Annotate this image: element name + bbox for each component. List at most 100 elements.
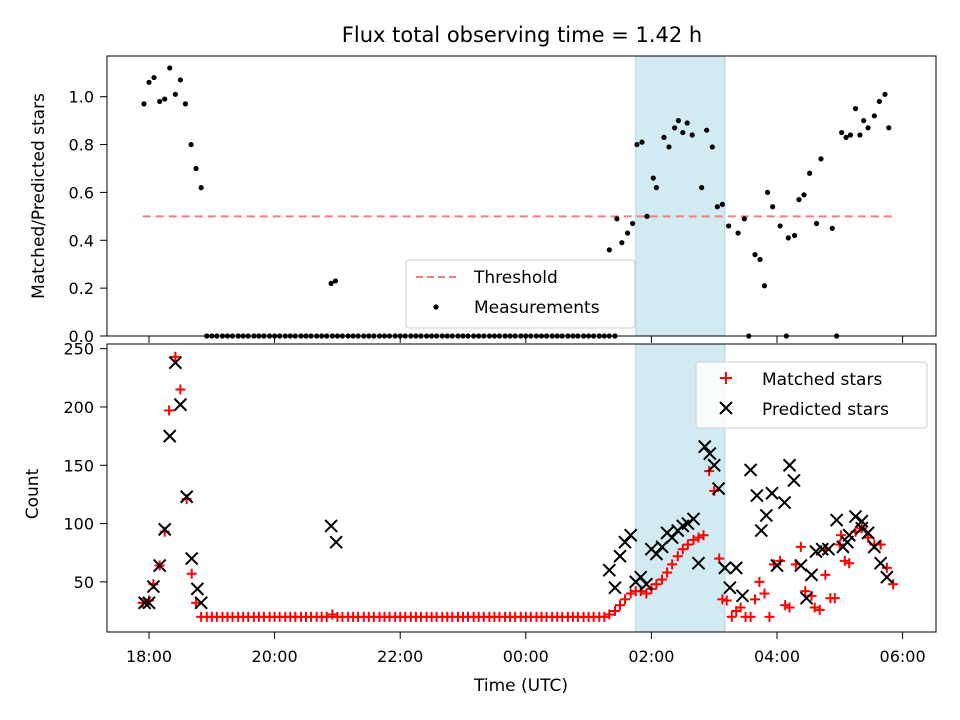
bottom-ytick-label: 250 [63,340,94,359]
matched-star-point [750,594,761,605]
predicted-star-point [703,446,717,461]
top-ytick-label: 0.4 [69,231,94,250]
measurement-point [157,98,163,105]
predicted-star-point [190,582,205,596]
measurement-point [764,189,771,196]
measurement-point [619,240,625,246]
top-panel: 0.0 0.2 0.4 0.6 0.8 1.0 Matched/Predicted sta… [29,55,937,346]
measurement-point [761,283,768,289]
measurement-point [876,98,882,105]
predicted-star-point [804,568,819,582]
matched-star-point [759,588,770,599]
predicted-star-point [782,458,797,472]
matched-star-point [599,611,610,622]
measurement-point [675,118,682,124]
predicted-star-point [743,463,758,477]
measurement-point [757,256,763,263]
predicted-star-point [142,596,156,610]
measurement-point [141,101,147,107]
predicted-star-point [179,490,194,504]
top-ytick-label: 1.0 [69,88,94,107]
matched-star-point [191,597,202,608]
matched-star-point [137,597,148,608]
measurement-point [813,220,820,227]
matched-star-point [186,568,197,579]
predicted-star-point [698,439,712,454]
matched-star-point [795,541,806,552]
measurement-point [807,170,813,176]
top-legend: Threshold Measurements [405,259,636,329]
predicted-star-point [799,591,814,605]
predicted-star-point [770,558,784,573]
predicted-star-point [329,535,343,549]
measurement-point [666,144,672,150]
predicted-star-point [608,580,622,595]
predicted-star-point [867,540,882,554]
top-observing-span [635,55,726,337]
matched-star-point [609,606,620,617]
measurement-point [177,77,183,83]
predicted-star-point [173,397,188,412]
matched-star-point [820,569,831,580]
matched-star-point [754,576,765,587]
measurement-point [680,129,686,136]
x-tick-label: 04:00 [754,647,800,666]
matched-star-point [800,586,811,597]
predicted-star-point [613,549,627,563]
predicted-star-point [686,512,701,526]
x-tick-label: 22:00 [377,647,423,666]
measurement-point [777,223,783,229]
measurement-point [704,127,710,133]
matched-star-point [745,611,756,622]
x-tick-label: 06:00 [880,647,926,666]
x-tick-label: 20:00 [252,647,298,666]
predicted-star-point [707,458,721,472]
x-axis-label: Time (UTC) [473,676,568,696]
measurement-point [857,132,863,138]
matched-star-point [651,579,662,590]
matched-star-point [688,534,699,545]
chart-title: Flux total observing time = 1.42 h [342,23,702,47]
matched-star-point [164,405,175,416]
measurement-point [151,74,157,81]
measurement-point [886,125,892,131]
predicted-star-point [777,495,792,510]
predicted-legend-label: Predicted stars [762,400,889,420]
measurement-point [650,175,656,181]
predicted-star-point [137,596,152,610]
predicted-star-point [759,508,774,523]
predicted-star-point [821,542,836,556]
predicted-star-point [861,526,875,540]
measurement-point [741,216,747,222]
measurement-point [684,120,690,126]
matched-star-point [604,609,615,620]
measurement-point [852,106,859,112]
measurement-point [871,113,877,119]
measurement-point [801,192,807,198]
measurement-point [818,156,824,162]
measurement-point [172,91,178,97]
predicted-star-point [829,513,844,527]
matched-star-point [620,594,631,605]
measurement-point [843,134,849,140]
measurement-point [714,204,720,210]
measurements-legend-swatch [433,304,439,310]
measurement-point [634,141,640,148]
matched-star-point [726,611,737,622]
matched-star-point [170,351,181,362]
measurement-point [689,132,695,138]
top-ytick-label: 0.6 [69,183,94,202]
x-tick-label: 18:00 [126,647,172,666]
predicted-star-point [718,561,732,575]
matched-star-point [775,555,786,566]
predicted-star-point [750,488,764,503]
predicted-star-point [602,563,617,577]
measurement-point [188,141,194,148]
predicted-star-point [729,561,743,575]
matched-star-point [667,559,678,570]
predicted-star-point [840,535,855,549]
measurement-point [328,280,334,286]
bottom-ytick-label: 50 [74,573,94,592]
matched-star-point [839,555,850,566]
bottom-legend: Matched stars Predicted stars [695,361,928,429]
